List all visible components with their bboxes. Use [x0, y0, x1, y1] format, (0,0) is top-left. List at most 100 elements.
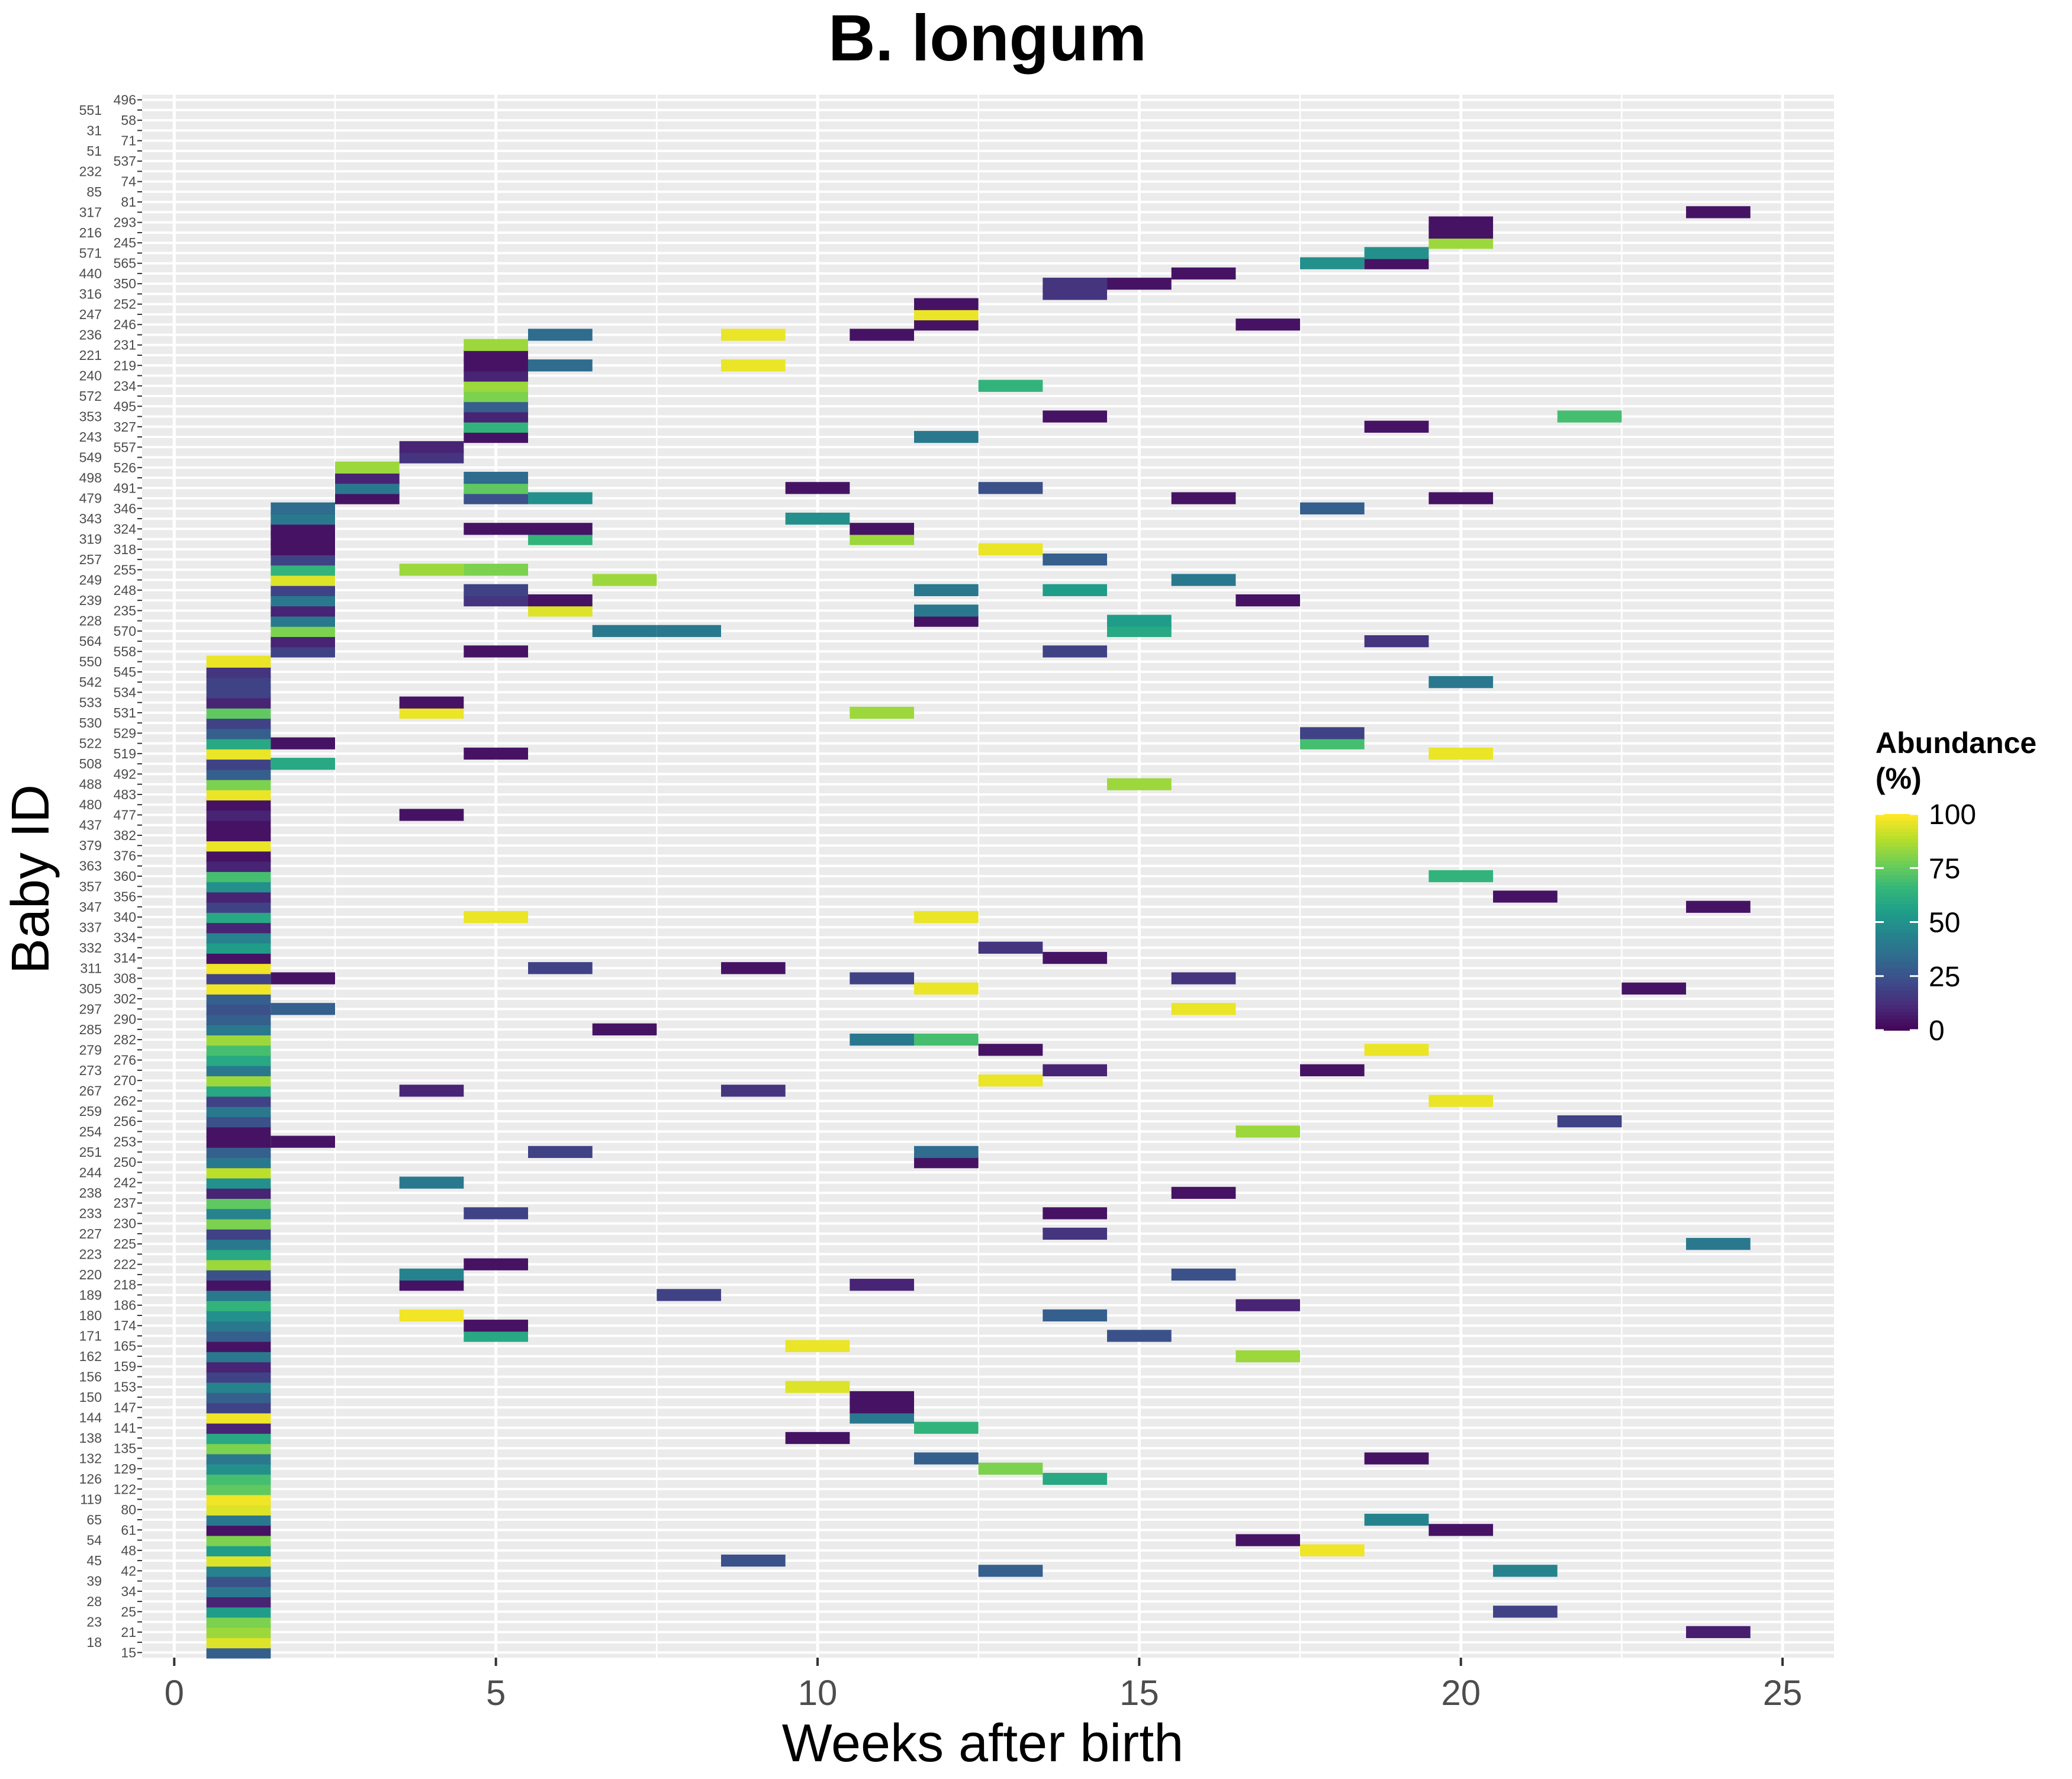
y-tick-label: 255: [114, 562, 136, 577]
heatmap-cell: [271, 645, 336, 658]
y-tick-label: 253: [114, 1134, 136, 1150]
heatmap-cell: [1171, 267, 1236, 280]
heatmap-cell: [1043, 278, 1108, 290]
heatmap-cell: [528, 359, 593, 372]
legend-gradient-step: [1875, 1008, 1918, 1013]
y-tick-label: 256: [114, 1114, 136, 1129]
heatmap-cell: [206, 1105, 271, 1117]
heatmap-cell: [206, 706, 271, 719]
heatmap-cell: [785, 512, 850, 525]
legend-gradient-step: [1875, 1012, 1918, 1016]
heatmap-cell: [657, 1289, 722, 1301]
heatmap-cell: [206, 951, 271, 964]
y-tick-label: 186: [114, 1298, 136, 1313]
y-tick-label: 347: [79, 899, 102, 915]
heatmap-cell: [785, 1340, 850, 1352]
heatmap-cell: [464, 359, 529, 372]
legend-tick-label: 0: [1929, 1015, 1945, 1047]
x-tick-label: 5: [486, 1673, 506, 1713]
heatmap-cell: [1043, 951, 1108, 964]
y-tick-label: 165: [114, 1339, 136, 1354]
y-tick-label: 259: [79, 1104, 102, 1119]
heatmap-cell: [206, 829, 271, 842]
heatmap-cell: [464, 747, 529, 760]
heatmap-cell: [206, 1381, 271, 1393]
heatmap-cell: [1236, 1350, 1301, 1363]
heatmap-cell: [206, 1646, 271, 1659]
heatmap-cell: [1043, 410, 1108, 423]
heatmap-cell: [206, 676, 271, 689]
y-tick-label: 236: [79, 327, 102, 342]
heatmap-cell: [785, 1431, 850, 1445]
heatmap-cell: [1171, 1268, 1236, 1281]
heatmap-cell: [464, 410, 529, 423]
y-tick-label: 340: [114, 909, 136, 925]
legend-gradient-step: [1875, 886, 1918, 890]
y-tick-label: 530: [79, 715, 102, 731]
y-tick-label: 242: [114, 1175, 136, 1191]
heatmap-cell: [206, 1309, 271, 1322]
heatmap-cell: [464, 379, 529, 392]
y-tick-label: 219: [114, 358, 136, 373]
heatmap-cell: [206, 1135, 271, 1148]
heatmap-cell: [464, 430, 529, 443]
heatmap-cell: [850, 533, 915, 545]
legend-gradient-step: [1875, 976, 1918, 980]
heatmap-cell: [271, 1003, 336, 1015]
y-tick-label: 129: [114, 1461, 136, 1476]
legend-gradient-step: [1875, 1005, 1918, 1009]
heatmap-cell: [914, 1156, 979, 1169]
heatmap-cell: [1043, 1472, 1108, 1485]
heatmap-cell: [978, 1044, 1043, 1056]
y-tick-label: 477: [114, 807, 136, 822]
legend-gradient-step: [1875, 821, 1918, 826]
heatmap-cell: [399, 1176, 464, 1189]
heatmap-cell: [206, 1023, 271, 1035]
heatmap-cell: [721, 962, 786, 974]
heatmap-cell: [206, 1391, 271, 1404]
heatmap-cell: [271, 584, 336, 596]
y-tick-label: 240: [79, 368, 102, 384]
y-tick-label: 317: [79, 204, 102, 220]
y-tick-label: 48: [121, 1543, 136, 1558]
heatmap-cell: [271, 758, 336, 770]
y-tick-label: 319: [79, 532, 102, 547]
y-tick-label: 571: [79, 245, 102, 260]
heatmap-cell: [206, 799, 271, 811]
legend-tick-label: 100: [1929, 799, 1976, 831]
heatmap-cell: [206, 819, 271, 831]
heatmap-cell: [206, 665, 271, 678]
heatmap-cell: [1043, 1309, 1108, 1322]
y-tick-label: 25: [121, 1604, 136, 1619]
y-tick-label: 246: [114, 317, 136, 332]
legend-gradient-step: [1875, 929, 1918, 934]
y-tick-label: 54: [86, 1533, 102, 1548]
y-tick-label: 81: [121, 194, 136, 210]
heatmap-cell: [1428, 1095, 1494, 1107]
heatmap-cell: [206, 778, 271, 790]
heatmap-cell: [399, 696, 464, 709]
y-tick-label: 480: [79, 797, 102, 812]
y-tick-label: 71: [121, 133, 136, 149]
heatmap-cell: [1043, 288, 1108, 300]
heatmap-cell: [206, 758, 271, 770]
y-tick-label: 273: [79, 1063, 102, 1078]
heatmap-cell: [1428, 216, 1494, 229]
legend-gradient-step: [1875, 987, 1918, 992]
heatmap-cell: [206, 1074, 271, 1087]
y-tick-label: 496: [114, 92, 136, 108]
heatmap-cell: [528, 594, 593, 607]
heatmap-cell: [464, 1207, 529, 1220]
heatmap-cell: [785, 482, 850, 494]
heatmap-cell: [1300, 257, 1365, 269]
heatmap-cell: [206, 727, 271, 739]
heatmap-cell: [1493, 890, 1558, 903]
legend-tick-label: 25: [1929, 961, 1960, 993]
heatmap-cell: [206, 1493, 271, 1505]
y-tick-label: 327: [114, 419, 136, 435]
y-tick-label: 270: [114, 1073, 136, 1088]
heatmap-cell: [206, 1503, 271, 1516]
legend-gradient-step: [1875, 846, 1918, 851]
y-tick-label: 23: [86, 1614, 102, 1630]
